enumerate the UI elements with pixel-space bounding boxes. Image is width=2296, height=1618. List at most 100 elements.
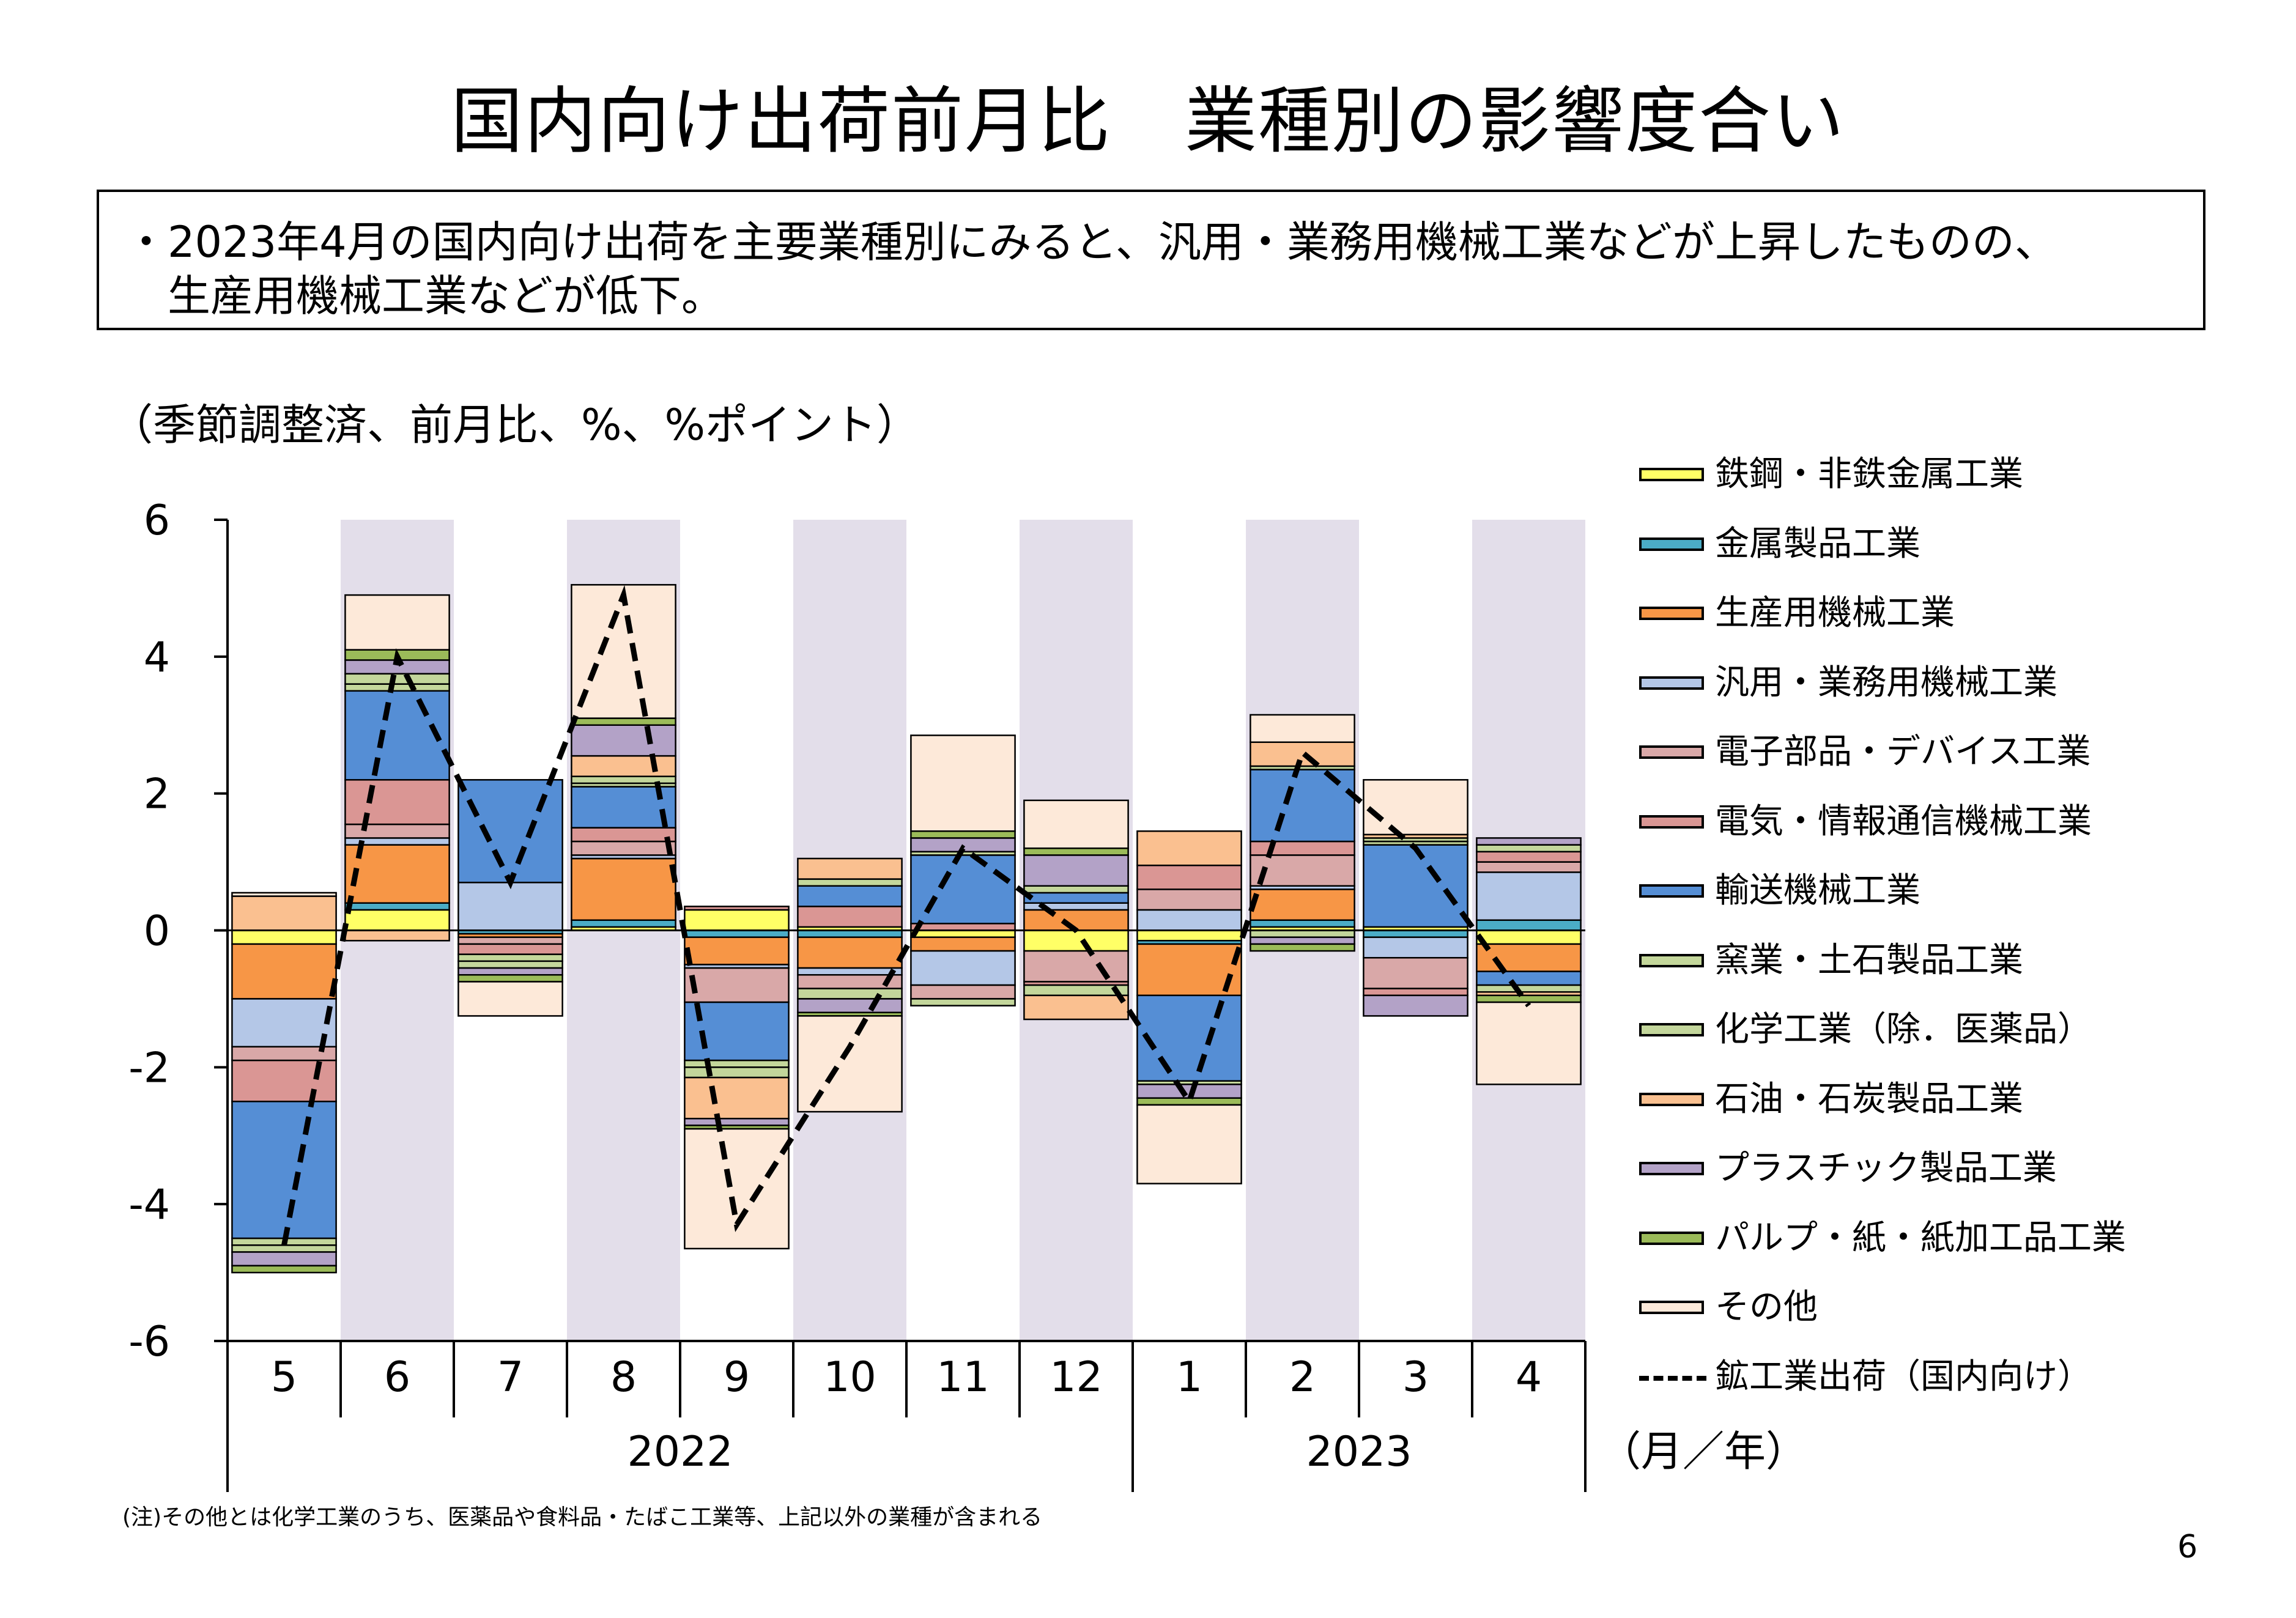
chart-legend: 鉄鋼・非鉄金属工業 金属製品工業 生産用機械工業 汎用・業務用機械工業 電子部品・デバイ…: [1639, 449, 2251, 1421]
bar-segment: [684, 1067, 788, 1077]
page-number: 6: [2177, 1529, 2198, 1565]
legend-swatch: [1639, 1162, 1704, 1175]
bar-segment: [1024, 951, 1128, 981]
bar-segment: [458, 937, 562, 944]
bar-segment: [1476, 972, 1580, 985]
x-axis-unit-label: （月／年）: [1599, 1428, 1807, 1476]
bar-segment: [1250, 841, 1354, 855]
bar-segment: [571, 777, 675, 783]
bar-segment: [1476, 862, 1580, 873]
bar-segment: [232, 896, 336, 931]
legend-dash: [1639, 1376, 1706, 1381]
bar-segment: [911, 985, 1015, 999]
legend-label: 窯業・土石製品工業: [1715, 936, 2023, 986]
bar-segment: [798, 931, 902, 937]
bar-segment: [1137, 1098, 1241, 1105]
bar-segment: [1024, 800, 1128, 848]
y-tick-label: 2: [144, 770, 170, 819]
legend-label: 化学工業（除．医薬品）: [1715, 1005, 2092, 1055]
legend-item: 鉱工業出荷（国内向け）: [1639, 1352, 2251, 1422]
bar-segment: [1476, 931, 1580, 944]
bar-segment: [1024, 848, 1128, 855]
bar-segment: [345, 595, 449, 650]
year-label: 2022: [627, 1428, 733, 1476]
bar-segment: [798, 859, 902, 879]
legend-label: 電子部品・デバイス工業: [1715, 727, 2090, 777]
bar-segment: [458, 968, 562, 975]
bar-segment: [345, 931, 449, 941]
bar-segment: [1024, 886, 1128, 893]
bar-segment: [798, 937, 902, 968]
bar-segment: [1476, 845, 1580, 852]
bar-segment: [911, 999, 1015, 1005]
bar-segment: [684, 968, 788, 1002]
legend-item: パルプ・紙・紙加工品工業: [1639, 1213, 2251, 1283]
x-tick-label: 4: [1516, 1353, 1542, 1402]
bar-segment: [1024, 855, 1128, 885]
bar-segment: [232, 893, 336, 896]
bar-segment: [1363, 996, 1467, 1016]
bar-segment: [232, 1245, 336, 1252]
bar-segment: [1137, 910, 1241, 931]
year-label: 2023: [1306, 1428, 1412, 1476]
y-tick-label: 6: [144, 497, 170, 545]
bar-segment: [1476, 996, 1580, 1002]
bar-segment: [232, 1252, 336, 1266]
legend-swatch: [1639, 468, 1704, 481]
bar-segment: [458, 944, 562, 955]
bar-segment: [1476, 852, 1580, 862]
bar-segment: [571, 859, 675, 920]
bar-segment: [1363, 958, 1467, 988]
bar-segment: [1250, 931, 1354, 937]
bar-segment: [232, 931, 336, 944]
bar-segment: [798, 989, 902, 999]
x-tick-label: 12: [1050, 1353, 1103, 1402]
bar-segment: [798, 886, 902, 907]
bar-segment: [1250, 889, 1354, 920]
bar-segment: [345, 780, 449, 824]
bar-segment: [345, 684, 449, 691]
x-tick-label: 9: [724, 1353, 750, 1402]
bar-segment: [571, 828, 675, 841]
y-tick-label: 0: [144, 907, 170, 956]
bar-segment: [1363, 780, 1467, 835]
bar-segment: [232, 999, 336, 1046]
legend-item: プラスチック製品工業: [1639, 1143, 2251, 1213]
bar-segment: [684, 910, 788, 931]
legend-label: 金属製品工業: [1715, 519, 1920, 569]
bar-segment: [1363, 937, 1467, 958]
y-tick-label: 4: [144, 634, 170, 682]
legend-item: 汎用・業務用機械工業: [1639, 658, 2251, 728]
bar-segment: [1024, 996, 1128, 1019]
legend-swatch: [1639, 1093, 1704, 1106]
bar-segment: [1137, 931, 1241, 941]
bar-segment: [798, 879, 902, 886]
bar-segment: [684, 906, 788, 910]
bar-segment: [1024, 893, 1128, 903]
bar-segment: [345, 824, 449, 838]
x-tick-label: 8: [610, 1353, 637, 1402]
legend-swatch: [1639, 1023, 1704, 1036]
y-tick-label: -6: [128, 1318, 170, 1366]
legend-item: 窯業・土石製品工業: [1639, 936, 2251, 1005]
footnote: (注)その他とは化学工業のうち、医薬品や食料品・たばこ工業等、上記以外の業種が含…: [122, 1499, 1042, 1531]
bar-segment: [458, 882, 562, 930]
bar-segment: [1024, 931, 1128, 951]
legend-item: 金属製品工業: [1639, 519, 2251, 589]
legend-item: 化学工業（除．医薬品）: [1639, 1005, 2251, 1074]
legend-item: その他: [1639, 1282, 2251, 1352]
legend-swatch: [1639, 1301, 1704, 1314]
bar-segment: [458, 955, 562, 961]
bar-segment: [911, 855, 1015, 923]
legend-label: 生産用機械工業: [1715, 588, 1955, 638]
y-tick-label: -2: [128, 1044, 170, 1092]
x-tick-label: 1: [1176, 1353, 1202, 1402]
bar-segment: [1363, 989, 1467, 996]
bar-segment: [458, 975, 562, 981]
bar-segment: [684, 937, 788, 965]
bar-segment: [798, 968, 902, 975]
bar-segment: [684, 1129, 788, 1249]
bar-segment: [1476, 872, 1580, 920]
bar-segment: [798, 999, 902, 1012]
bar-segment: [798, 906, 902, 927]
